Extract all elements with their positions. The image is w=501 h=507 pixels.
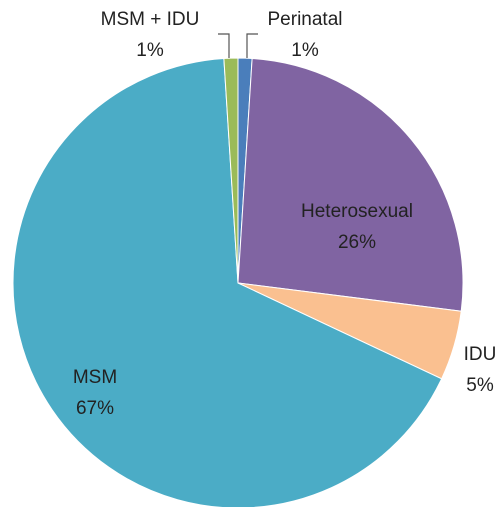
- slice-value-label: 1%: [136, 40, 164, 61]
- pie-slice: [223, 57, 239, 284]
- slice-label: Perinatal: [268, 9, 343, 30]
- slice-label: MSM: [73, 367, 117, 388]
- pie-slice: [12, 57, 443, 507]
- slice-value-label: 26%: [338, 232, 376, 253]
- leader-line: [246, 33, 258, 58]
- pie-slice: [237, 57, 464, 312]
- slice-value-label: 67%: [76, 398, 114, 419]
- slice-label: Heterosexual: [301, 201, 413, 222]
- leader-line: [218, 33, 230, 58]
- slice-label: MSM + IDU: [101, 9, 200, 30]
- slice-label: IDU: [464, 344, 497, 365]
- pie: [12, 57, 464, 507]
- slice-value-label: 1%: [291, 40, 319, 61]
- slice-value-label: 5%: [466, 375, 494, 396]
